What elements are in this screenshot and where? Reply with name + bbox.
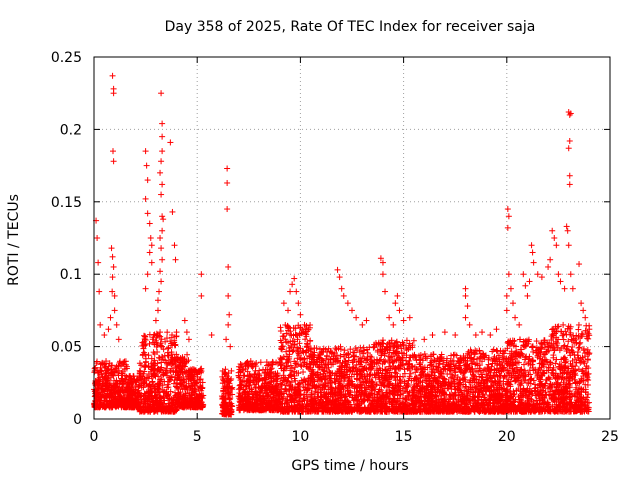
data-point bbox=[300, 368, 307, 375]
data-points bbox=[91, 72, 593, 418]
data-point bbox=[93, 360, 100, 367]
data-point bbox=[401, 366, 408, 373]
data-point bbox=[446, 392, 453, 399]
data-point bbox=[380, 340, 387, 347]
chart-title: Day 358 of 2025, Rate Of TEC Index for r… bbox=[165, 19, 536, 35]
data-point bbox=[397, 373, 404, 380]
data-point bbox=[257, 359, 264, 366]
data-point bbox=[109, 394, 116, 401]
data-point bbox=[146, 340, 153, 347]
data-point bbox=[105, 370, 112, 377]
data-point bbox=[105, 363, 112, 370]
data-point bbox=[164, 329, 171, 336]
data-point bbox=[410, 337, 417, 344]
data-point bbox=[378, 408, 385, 415]
data-point bbox=[307, 322, 314, 329]
data-point bbox=[277, 328, 284, 335]
data-point bbox=[117, 392, 124, 399]
grid bbox=[94, 57, 610, 419]
